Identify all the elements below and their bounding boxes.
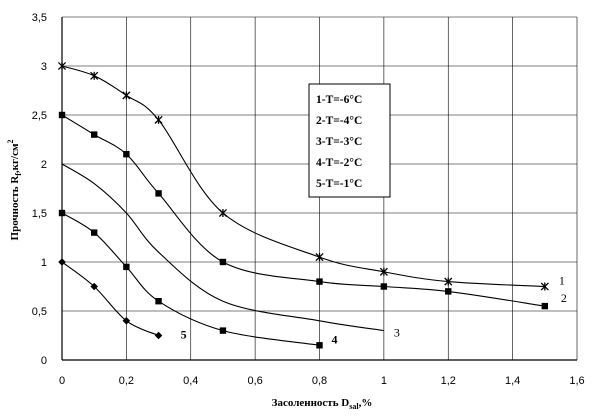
y-tick-label: 1 — [41, 257, 47, 269]
data-point — [316, 342, 323, 349]
data-point — [90, 282, 98, 291]
legend-entry-4: 4-T=-2°C — [316, 157, 362, 169]
series-1 — [57, 61, 549, 291]
data-point — [122, 317, 131, 325]
series — [57, 61, 549, 349]
axes — [61, 17, 577, 361]
legend-box — [308, 83, 391, 198]
data-point — [58, 258, 66, 266]
y-tick-label: 2 — [41, 159, 47, 171]
legend-entry-3: 3-T=-3°C — [316, 136, 362, 148]
data-point — [90, 71, 99, 80]
x-tick-label: 1,4 — [505, 375, 520, 387]
y-axis-title: Прочность Rf,кг/см2 — [6, 140, 23, 241]
data-point — [219, 258, 227, 266]
series-label: 3 — [394, 326, 400, 340]
y-tick-label: 2,5 — [32, 110, 47, 122]
series-line — [61, 65, 545, 288]
data-point — [219, 327, 227, 334]
x-tick-label: 0,6 — [247, 375, 262, 387]
legend: 1-T=-6°C 2-T=-4°C 3-T=-3°C 4-T=-2°C 5-T=… — [308, 83, 391, 198]
series-line — [61, 261, 159, 337]
x-tick-label: 0,4 — [183, 375, 198, 387]
series-5 — [58, 258, 163, 340]
data-point — [316, 278, 323, 285]
data-point — [379, 267, 388, 276]
data-point — [541, 302, 549, 310]
x-tick-label: 0 — [59, 375, 65, 387]
y-axis-title-unit: ,кг/см — [9, 143, 21, 173]
data-point — [123, 263, 130, 271]
x-tick-label: 0,8 — [312, 375, 327, 387]
curve-labels: 1 2 3 4 5 — [181, 274, 567, 347]
data-point — [154, 115, 163, 124]
data-point — [444, 277, 453, 286]
data-point — [57, 61, 67, 71]
data-point — [90, 229, 98, 236]
data-point — [155, 190, 162, 197]
series-line — [61, 114, 545, 307]
data-point — [90, 131, 98, 138]
data-point — [540, 282, 549, 291]
series-label: 5 — [181, 328, 187, 342]
x-axis-title-sub: sal — [349, 402, 359, 411]
y-tick-label: 3,5 — [32, 12, 47, 24]
data-point — [58, 209, 66, 217]
series-3 — [61, 163, 384, 332]
data-point — [155, 298, 162, 305]
series-label: 4 — [332, 332, 338, 346]
data-point — [380, 283, 388, 290]
data-point — [315, 253, 324, 262]
series-label: 1 — [559, 274, 565, 288]
legend-entry-5: 5-T=-1°C — [316, 178, 362, 190]
y-tick-label: 0 — [41, 355, 47, 367]
x-axis-title-unit: ,% — [359, 397, 373, 409]
x-tick-label: 0,2 — [119, 375, 134, 387]
x-tick-label: 1,6 — [569, 375, 584, 387]
data-point — [445, 288, 452, 295]
y-tick-label: 3 — [41, 61, 47, 73]
x-axis-title: Засоленность Dsal,% — [272, 397, 373, 411]
data-point — [123, 151, 130, 158]
y-axis-title-sub: f — [14, 173, 23, 176]
data-point — [218, 208, 227, 218]
series-2 — [58, 111, 549, 310]
series-4 — [58, 209, 323, 349]
legend-entry-1: 1-T=-6°C — [316, 94, 362, 106]
data-point — [58, 111, 66, 119]
series-label: 2 — [561, 291, 567, 305]
y-axis-title-sup: 2 — [6, 140, 15, 144]
x-tick-label: 1,2 — [441, 375, 456, 387]
data-point — [154, 331, 163, 340]
y-tick-label: 1,5 — [32, 208, 47, 220]
series-line — [61, 163, 384, 332]
x-axis-title-main: Засоленность D — [272, 397, 350, 409]
x-tick-label: 1 — [381, 375, 387, 387]
tick-labels: 0 0,2 0,4 0,6 0,8 1 1,2 1,4 1,6 0 0,5 1 1,5 2 2,5 3 3,5 — [32, 12, 585, 387]
data-point — [122, 91, 131, 100]
legend-entry-2: 2-T=-4°C — [316, 115, 362, 127]
y-tick-label: 0,5 — [32, 306, 47, 318]
y-axis-title-main: Прочность R — [9, 175, 21, 241]
